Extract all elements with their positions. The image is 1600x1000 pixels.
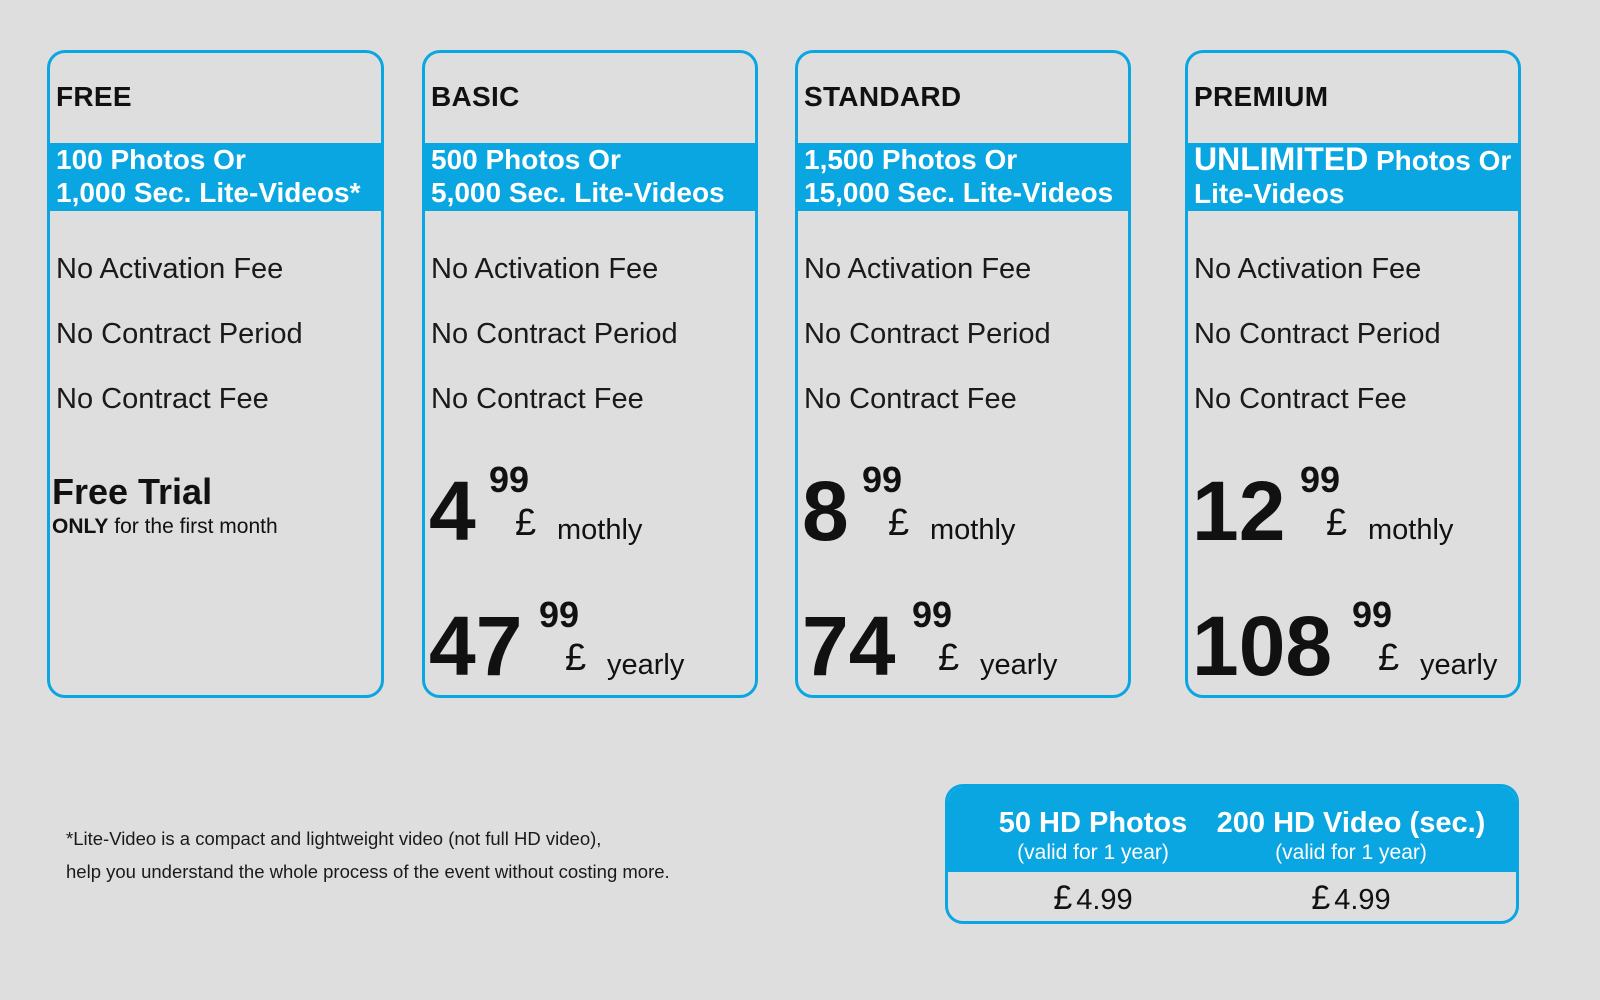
addon-hd-photos: 50 HD Photos (valid for 1 year) [958,787,1228,865]
price-cents: 99 [1352,594,1393,635]
addons-header-band: 50 HD Photos (valid for 1 year) 200 HD V… [948,787,1516,872]
addon-title: 50 HD Photos [998,807,1188,839]
currency-symbol: £ [888,502,910,544]
plan-card-basic[interactable]: BASIC 500 Photos Or 5,000 Sec. Lite-Vide… [422,50,758,698]
quota-line-2: 1,000 Sec. Lite-Videos* [56,177,361,208]
free-trial-note: ONLY for the first month [52,515,278,539]
hd-addons-box[interactable]: 50 HD Photos (valid for 1 year) 200 HD V… [945,784,1519,924]
currency-symbol: £ [565,637,587,679]
quota-line-1: 1,500 Photos Or [804,144,1018,175]
feature-no-contract-period: No Contract Period [804,318,1051,350]
currency-symbol: £ [938,637,960,679]
feature-no-activation-fee: No Activation Fee [56,253,284,285]
quota-line-2: Lite-Videos [1194,178,1345,209]
price-cents: 99 [489,459,530,500]
feature-no-contract-period: No Contract Period [431,318,678,350]
price-period: yearly [607,649,685,681]
feature-no-contract-period: No Contract Period [56,318,303,350]
price-whole: 108 [1192,599,1333,693]
quota-line-2: 5,000 Sec. Lite-Videos [431,177,725,208]
plan-name: BASIC [431,81,520,112]
addon-validity: (valid for 1 year) [1275,841,1427,864]
plan-card-free[interactable]: FREE 100 Photos Or 1,000 Sec. Lite-Video… [47,50,384,698]
currency-symbol: £ [1326,502,1348,544]
feature-no-contract-fee: No Contract Fee [431,383,644,415]
trial-note-rest: for the first month [108,515,278,538]
quota-line-1-rest: Photos Or [1368,145,1512,176]
trial-only-label: ONLY [52,515,109,538]
addon-title: 200 HD Video (sec.) [1216,807,1486,839]
plan-name: FREE [56,81,132,112]
plan-quota-band: UNLIMITED Photos Or Lite-Videos [1188,143,1518,211]
feature-no-contract-period: No Contract Period [1194,318,1441,350]
footnote-line-1: *Lite-Video is a compact and lightweight… [66,828,602,849]
price-period: yearly [1420,649,1498,681]
footnote-line-2: help you understand the whole process of… [66,861,670,882]
addon-hd-photos-price: £4.99 [958,879,1228,918]
price-cents: 99 [539,594,580,635]
quota-line-1: 500 Photos Or [431,144,621,175]
plan-quota-band: 1,500 Photos Or 15,000 Sec. Lite-Videos [798,143,1128,211]
feature-no-contract-fee: No Contract Fee [804,383,1017,415]
unlimited-label: UNLIMITED [1194,141,1369,177]
addon-hd-video: 200 HD Video (sec.) (valid for 1 year) [1216,787,1486,865]
addon-price-value: 4.99 [1076,884,1133,916]
lite-video-footnote: *Lite-Video is a compact and lightweight… [66,822,670,888]
quota-line-2: 15,000 Sec. Lite-Videos [804,177,1114,208]
addon-price-value: 4.99 [1334,884,1391,916]
quota-line-1: UNLIMITED Photos Or [1194,143,1512,177]
price-whole: 74 [802,599,896,693]
price-cents: 99 [1300,459,1341,500]
plan-card-standard[interactable]: STANDARD 1,500 Photos Or 15,000 Sec. Lit… [795,50,1131,698]
plan-quota-band: 500 Photos Or 5,000 Sec. Lite-Videos [425,143,755,211]
price-whole: 4 [429,464,476,558]
currency-symbol: £ [515,502,537,544]
price-period: mothly [1368,514,1454,546]
price-period: mothly [930,514,1016,546]
price-period: mothly [557,514,643,546]
price-cents: 99 [862,459,903,500]
feature-no-activation-fee: No Activation Fee [431,253,659,285]
feature-no-activation-fee: No Activation Fee [1194,253,1422,285]
price-whole: 12 [1192,464,1286,558]
currency-symbol: £ [1311,879,1331,917]
plan-name: STANDARD [804,81,962,112]
feature-no-contract-fee: No Contract Fee [56,383,269,415]
price-whole: 47 [429,599,523,693]
price-cents: 99 [912,594,953,635]
currency-symbol: £ [1378,637,1400,679]
plan-name: PREMIUM [1194,81,1329,112]
quota-line-1: 100 Photos Or [56,144,246,175]
price-whole: 8 [802,464,849,558]
plan-card-premium[interactable]: PREMIUM UNLIMITED Photos Or Lite-Videos … [1185,50,1521,698]
price-period: yearly [980,649,1058,681]
feature-no-contract-fee: No Contract Fee [1194,383,1407,415]
plan-quota-band: 100 Photos Or 1,000 Sec. Lite-Videos* [50,143,381,211]
addon-validity: (valid for 1 year) [1017,841,1169,864]
addon-hd-video-price: £4.99 [1216,879,1486,918]
free-trial-title: Free Trial [52,471,213,512]
currency-symbol: £ [1053,879,1073,917]
feature-no-activation-fee: No Activation Fee [804,253,1032,285]
